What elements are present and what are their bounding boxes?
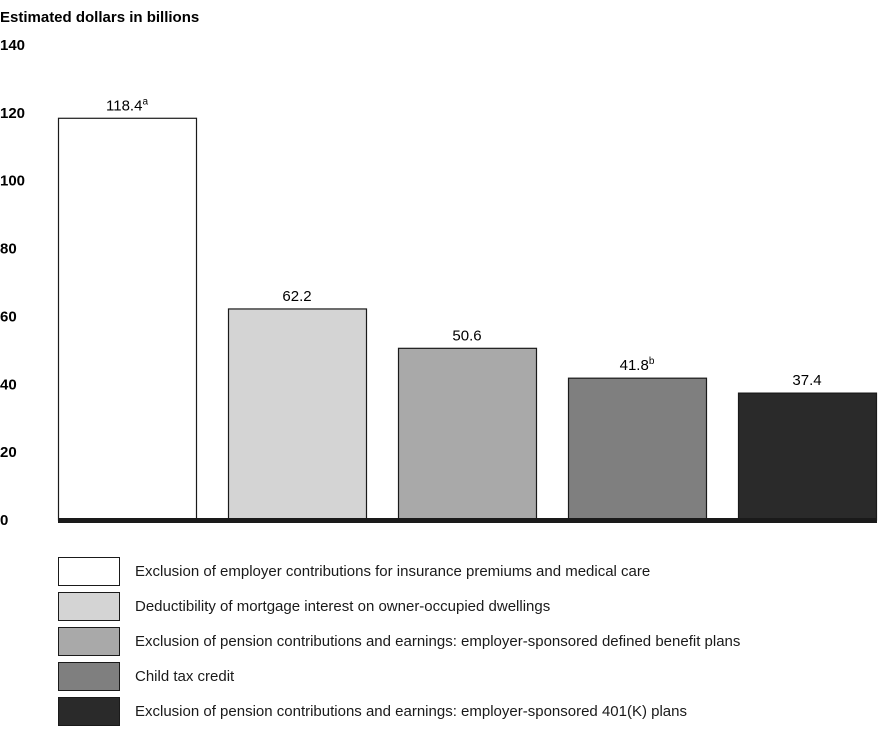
bar xyxy=(567,377,708,521)
y-tick-label: 60 xyxy=(0,308,17,325)
bar-value-label: 37.4 xyxy=(792,372,821,389)
y-tick-label: 140 xyxy=(0,37,25,54)
legend-label: Exclusion of pension contributions and e… xyxy=(135,633,741,650)
bar-chart: Estimated dollars in billions 0 20 40 60 80 1… xyxy=(0,9,878,529)
bar-value-label: 62.2 xyxy=(282,288,311,305)
bar-value-label: 50.6 xyxy=(452,327,481,344)
legend-label: Exclusion of pension contributions and e… xyxy=(135,703,687,720)
bar xyxy=(227,308,368,521)
y-axis-ticks: 0 20 40 60 80 100 120 140 xyxy=(0,37,25,529)
footnote-mark: a xyxy=(142,96,148,107)
y-tick-label: 80 xyxy=(0,241,17,258)
bar xyxy=(397,347,538,521)
x-axis-baseline xyxy=(58,518,877,523)
legend-label: Deductibility of mortgage interest on ow… xyxy=(135,598,551,615)
footnote-mark: b xyxy=(649,356,655,367)
y-tick-label: 100 xyxy=(0,173,25,190)
y-tick-label: 40 xyxy=(0,376,17,393)
y-tick-label: 120 xyxy=(0,105,25,122)
bar-value-text: 37.4 xyxy=(792,372,821,389)
bar-value-text: 118.4 xyxy=(106,97,142,114)
legend-swatch xyxy=(58,592,120,621)
bar xyxy=(57,117,198,521)
bar-value-text: 41.8 xyxy=(620,357,649,374)
bar xyxy=(737,392,878,521)
legend-swatch xyxy=(58,557,120,586)
bar-value-text: 50.6 xyxy=(452,327,481,344)
bar-value-label: 41.8b xyxy=(620,356,655,374)
bar-value-text: 62.2 xyxy=(282,288,311,305)
y-tick-label: 0 xyxy=(0,512,8,529)
legend-swatch xyxy=(58,627,120,656)
bars xyxy=(57,117,878,521)
legend-swatch xyxy=(58,697,120,726)
bar-value-label: 118.4a xyxy=(106,96,148,114)
legend-label: Child tax credit xyxy=(135,668,235,685)
data-labels: 118.4a 62.2 50.6 41.8b 37.4 xyxy=(106,96,822,389)
y-axis-label: Estimated dollars in billions xyxy=(0,9,199,26)
y-tick-label: 20 xyxy=(0,444,17,461)
legend-swatch xyxy=(58,662,120,691)
legend-label: Exclusion of employer contributions for … xyxy=(135,563,651,580)
